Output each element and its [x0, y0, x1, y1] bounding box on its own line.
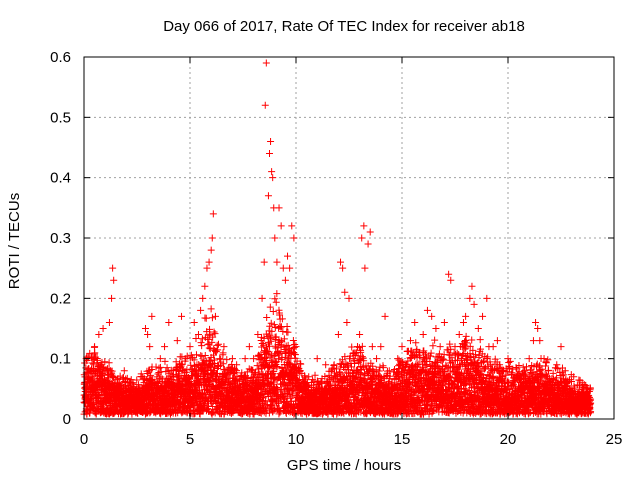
data-point [266, 303, 274, 311]
data-point [278, 315, 286, 323]
data-point [253, 362, 261, 370]
data-point [161, 357, 169, 365]
data-point [270, 367, 278, 375]
data-point [260, 334, 268, 342]
data-point [267, 351, 275, 359]
data-point [204, 341, 212, 349]
data-point [277, 386, 285, 394]
data-point [163, 364, 171, 372]
data-point [190, 356, 198, 364]
data-point [211, 330, 219, 338]
data-point [297, 360, 305, 368]
data-point [91, 349, 99, 357]
data-point [110, 374, 118, 382]
data-point [210, 328, 218, 336]
data-point [101, 358, 109, 366]
data-point [210, 356, 218, 364]
data-point [198, 342, 206, 350]
points-layer [80, 59, 595, 418]
data-point [289, 389, 297, 397]
data-point [267, 319, 275, 327]
data-point [276, 311, 284, 319]
data-point [211, 409, 219, 417]
data-point [267, 337, 275, 345]
data-point [231, 366, 239, 374]
data-point [272, 298, 280, 306]
data-point [304, 381, 312, 389]
data-point [90, 370, 98, 378]
data-point [266, 322, 274, 330]
data-point [233, 367, 241, 375]
data-point [168, 372, 176, 380]
data-point [198, 352, 206, 360]
data-point [270, 321, 278, 329]
data-point [260, 341, 268, 349]
data-point [280, 335, 288, 343]
data-point [305, 382, 313, 390]
data-point [273, 362, 281, 370]
data-point [210, 351, 218, 359]
data-point [247, 366, 255, 374]
data-point [289, 336, 297, 344]
data-point [201, 351, 209, 359]
data-point [292, 351, 300, 359]
data-point [283, 322, 291, 330]
data-point [122, 375, 130, 383]
data-point [267, 334, 275, 342]
data-point [188, 366, 196, 374]
data-point [219, 349, 227, 357]
data-point [94, 356, 102, 364]
data-point [109, 372, 117, 380]
data-point [135, 381, 143, 389]
data-point [274, 399, 282, 407]
data-point [268, 327, 276, 335]
data-point [209, 333, 217, 341]
data-point [208, 314, 216, 322]
data-point [92, 409, 100, 417]
data-point [268, 369, 276, 377]
data-point [269, 308, 277, 316]
data-point [197, 339, 205, 347]
data-point [156, 363, 164, 371]
data-point [192, 351, 200, 359]
data-point [208, 338, 216, 346]
data-point [280, 394, 288, 402]
data-point [254, 365, 262, 373]
data-point [178, 353, 186, 361]
data-point [257, 353, 265, 361]
data-point [212, 347, 220, 355]
data-point [155, 364, 163, 372]
data-point [313, 377, 321, 385]
data-point [199, 389, 207, 397]
data-point [284, 328, 292, 336]
data-point [214, 346, 222, 354]
data-point [219, 360, 227, 368]
data-point [214, 340, 222, 348]
data-point [147, 371, 155, 379]
data-point [223, 356, 231, 364]
data-point [263, 313, 271, 321]
data-point [205, 344, 213, 352]
data-point [273, 290, 281, 298]
data-point [258, 339, 266, 347]
data-point [211, 346, 219, 354]
data-point [105, 359, 113, 367]
data-point [311, 371, 319, 379]
data-point [271, 295, 279, 303]
data-point [133, 376, 141, 384]
data-point [273, 385, 281, 393]
data-point [266, 363, 274, 371]
data-point [192, 335, 200, 343]
data-point [184, 375, 192, 383]
data-point [217, 355, 225, 363]
data-point [207, 305, 215, 313]
data-point [202, 314, 210, 322]
data-point [187, 361, 195, 369]
